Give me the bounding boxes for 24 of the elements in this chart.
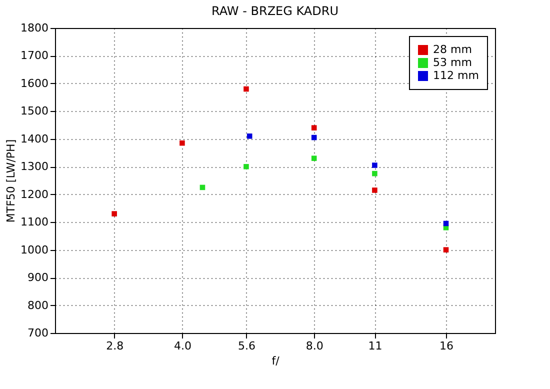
legend-label: 53 mm [433, 56, 472, 69]
y-tick-label: 1100 [20, 216, 48, 229]
x-tick-label: 5.6 [238, 340, 256, 352]
x-axis-title: f/ [272, 354, 280, 368]
y-tick-label: 1600 [20, 76, 48, 90]
y-tick-label: 1300 [20, 160, 48, 174]
x-tick-label: 2.8 [106, 340, 124, 352]
y-tick-label: 1400 [20, 132, 48, 146]
y-tick-label: 800 [28, 298, 48, 312]
y-tick-label: 1500 [20, 104, 48, 118]
y-tick-label: 900 [28, 271, 48, 284]
chart-title: RAW - BRZEG KADRU [212, 4, 338, 18]
y-tick-label: 1700 [20, 49, 48, 62]
legend-label: 112 mm [433, 69, 479, 82]
legend-label: 28 mm [433, 43, 472, 56]
y-tick-label: 1000 [20, 243, 48, 256]
x-tick-label: 4.0 [174, 340, 192, 352]
x-tick-label: 11 [368, 340, 382, 352]
x-tick-label: 8.0 [306, 340, 324, 352]
x-tick-label: 16 [439, 340, 454, 352]
y-axis-title: MTF50 [LW/PH] [4, 139, 18, 223]
y-tick-label: 1200 [20, 188, 48, 201]
y-tick-label: 700 [28, 326, 48, 340]
y-tick-label: 1800 [20, 22, 48, 34]
